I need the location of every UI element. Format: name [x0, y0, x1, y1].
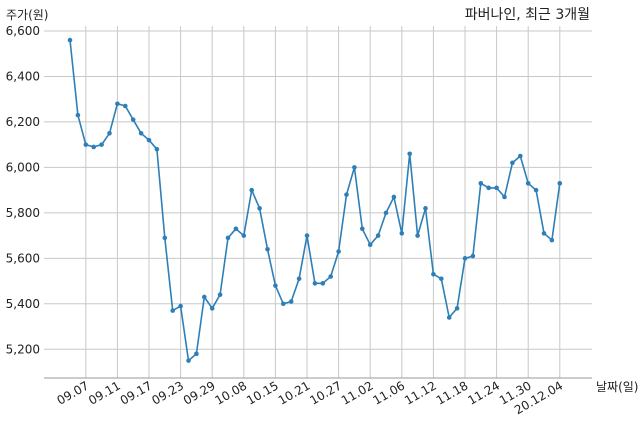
x-axis-label: 날짜(일)	[596, 380, 638, 394]
data-point	[518, 153, 523, 159]
x-tick-label: 09.11	[86, 378, 123, 407]
chart-title: 파버나인, 최근 3개월	[465, 7, 590, 23]
data-point	[202, 294, 207, 300]
y-tick-label: 6,000	[6, 160, 40, 174]
data-point	[273, 283, 278, 288]
data-point	[209, 306, 215, 311]
y-axis-label: 주가(원)	[6, 8, 48, 22]
y-tick-label: 5,600	[6, 251, 40, 265]
data-point	[99, 142, 104, 147]
data-point	[502, 194, 507, 200]
x-tick-label: 09.07	[55, 378, 92, 407]
x-tick-label: 10.15	[244, 378, 281, 407]
data-point	[486, 185, 492, 191]
data-point	[288, 299, 294, 304]
data-point	[154, 146, 160, 152]
data-point	[549, 237, 555, 243]
price-line	[69, 40, 561, 362]
data-point	[217, 292, 223, 298]
x-tick-label: 10.27	[307, 378, 344, 407]
data-point	[257, 206, 262, 211]
data-point	[194, 351, 199, 357]
data-point	[328, 274, 334, 279]
data-point	[446, 315, 452, 320]
data-point	[431, 271, 436, 277]
axis-layer: 5,200 5,400 5,600 5,800 6,000 6,200 6,400 6,600…	[6, 24, 592, 417]
data-point	[249, 187, 254, 193]
data-point	[470, 253, 476, 259]
x-tick-label: 10.08	[213, 378, 250, 407]
data-point	[407, 151, 413, 157]
data-point	[375, 233, 381, 238]
data-point	[225, 235, 231, 241]
y-tick-label: 6,200	[6, 115, 40, 129]
y-tick-label: 5,400	[6, 297, 40, 311]
y-tick-label: 5,200	[6, 342, 40, 356]
data-point	[478, 181, 484, 186]
data-point	[241, 233, 247, 238]
data-point	[423, 206, 428, 211]
data-point	[67, 37, 73, 43]
data-point	[533, 187, 539, 193]
data-point	[115, 101, 120, 107]
x-tick-label: 10.21	[276, 378, 313, 407]
x-tick-label: 11.24	[465, 378, 502, 407]
data-point	[146, 137, 152, 143]
data-point	[178, 303, 183, 309]
data-point	[399, 231, 405, 236]
data-point	[336, 249, 341, 254]
data-point	[525, 181, 531, 186]
data-point	[170, 308, 175, 313]
x-tick-label: 09.17	[118, 378, 155, 407]
data-point	[186, 358, 191, 363]
data-point	[462, 256, 468, 261]
data-point	[320, 281, 326, 286]
data-point	[265, 246, 270, 252]
x-tick-label: 11.18	[434, 378, 471, 407]
data-point	[233, 226, 239, 232]
grid-layer	[44, 26, 592, 378]
data-point	[162, 235, 168, 241]
x-tick-label: 11.02	[339, 378, 376, 407]
data-point	[75, 112, 81, 118]
x-tick-label: 11.06	[371, 378, 408, 407]
y-tick-label: 6,600	[6, 24, 40, 38]
data-point	[391, 194, 397, 200]
label-layer: 주가(원) 파버나인, 최근 3개월 날짜(일)	[6, 7, 638, 394]
y-tick-label: 5,800	[6, 206, 40, 220]
data-point	[130, 117, 136, 122]
data-point	[383, 210, 389, 216]
data-point	[312, 281, 318, 286]
data-point	[510, 160, 515, 166]
data-point	[360, 226, 365, 232]
data-point	[91, 144, 96, 150]
x-tick-label: 09.29	[181, 378, 218, 407]
data-point	[344, 192, 349, 197]
data-point	[352, 165, 357, 170]
data-point	[454, 306, 460, 311]
data-point	[439, 276, 444, 282]
data-point	[304, 233, 310, 238]
data-point	[281, 301, 286, 307]
x-tick-label: 09.23	[149, 378, 186, 407]
x-tick-label: 11.12	[402, 378, 439, 407]
data-point	[107, 131, 112, 136]
data-point	[138, 131, 144, 136]
data-point	[557, 181, 563, 186]
y-tick-label: 6,400	[6, 69, 40, 83]
data-point	[494, 185, 499, 191]
data-point	[296, 276, 302, 282]
data-point	[415, 233, 420, 238]
data-point	[541, 231, 547, 236]
data-point	[83, 142, 89, 147]
data-point	[367, 242, 373, 247]
data-point	[123, 103, 128, 109]
series-layer	[67, 37, 563, 363]
